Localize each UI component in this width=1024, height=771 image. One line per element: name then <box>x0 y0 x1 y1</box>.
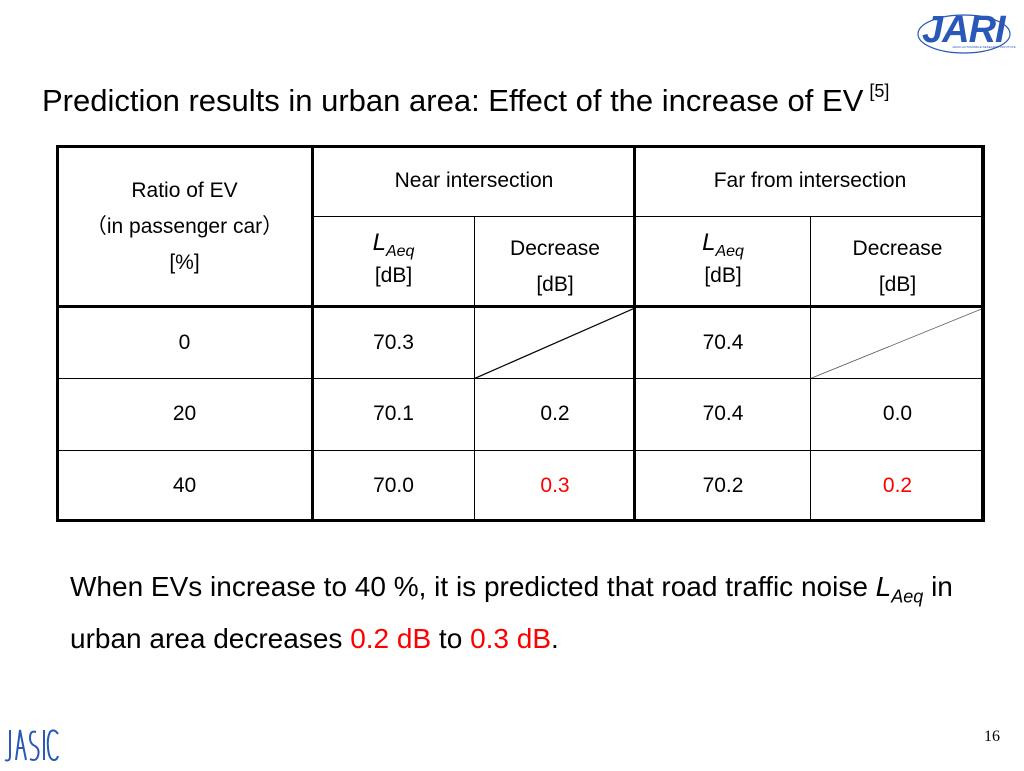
laeq-subscript: Aeq <box>385 242 415 260</box>
conclusion-laeq-subscript: Aeq <box>891 586 924 607</box>
ratio-cell: 0 <box>56 306 313 380</box>
decrease-label: Decrease <box>852 237 943 260</box>
far-laeq-cell: 70.2 <box>635 449 811 523</box>
far-decrease-cell-empty <box>810 306 985 380</box>
near-decrease-cell: 0.2 <box>474 378 636 451</box>
decrease-label: Decrease <box>510 237 600 260</box>
slide-title: Prediction results in urban area: Effect… <box>42 81 889 119</box>
conclusion-part1: When EVs increase to 40 %, it is predict… <box>70 571 868 602</box>
page-number: 16 <box>984 728 1000 745</box>
ratio-header: Ratio of EV （in passenger car） [%] <box>56 145 313 308</box>
ratio-cell: 40 <box>56 449 313 523</box>
decrease-unit: [dB] <box>536 273 574 296</box>
far-decrease-header: Decrease [dB] <box>810 216 985 308</box>
far-laeq-header: LAeq [dB] <box>635 216 811 308</box>
near-intersection-header: Near intersection <box>312 145 636 217</box>
laeq-unit: [dB] <box>704 263 742 287</box>
conclusion-text: When EVs increase to 40 %, it is predict… <box>70 566 970 660</box>
table-row: 0 70.3 70.4 <box>56 306 985 380</box>
far-decrease-cell-highlight: 0.2 <box>810 449 985 523</box>
table-row: 40 70.0 0.3 70.2 0.2 <box>56 449 985 523</box>
near-laeq-cell: 70.0 <box>312 449 475 523</box>
jari-logo-word: JARI <box>922 9 1006 51</box>
slide-title-text: Prediction results in urban area: Effect… <box>42 83 864 118</box>
near-decrease-cell-empty <box>474 306 636 380</box>
far-intersection-header: Far from intersection <box>635 145 985 217</box>
laeq-subscript: Aeq <box>715 242 744 260</box>
ratio-header-line1: Ratio of EV <box>131 178 238 202</box>
conclusion-part2: in urban area decreases <box>70 571 953 654</box>
table-row: 20 70.1 0.2 70.4 0.0 <box>56 378 985 451</box>
jari-logo-graphic <box>917 14 1011 54</box>
ratio-header-line2: （in passenger car） <box>85 214 284 238</box>
far-laeq-cell: 70.4 <box>635 378 811 451</box>
far-laeq-cell: 70.4 <box>635 306 811 380</box>
near-laeq-header: LAeq [dB] <box>312 216 475 308</box>
conclusion-value-low: 0.2 dB <box>350 622 432 654</box>
near-decrease-cell-highlight: 0.3 <box>474 449 636 523</box>
diagonal-slash <box>475 308 635 378</box>
near-laeq-cell: 70.1 <box>312 378 475 451</box>
ratio-header-line3: [%] <box>169 250 200 274</box>
jari-logo-subtext: JAPAN AUTOMOBILE RESEARCH INSTITUTE <box>952 45 1016 49</box>
conclusion-to: to <box>438 622 463 654</box>
jasic-logo <box>2 716 60 766</box>
decrease-unit: [dB] <box>878 273 917 296</box>
jasic-logo-graphic <box>4 729 59 762</box>
ratio-cell: 20 <box>56 378 313 451</box>
conclusion-value-high: 0.3 dB <box>470 622 552 654</box>
near-laeq-cell: 70.3 <box>312 306 475 380</box>
results-table: Ratio of EV （in passenger car） [%] Near … <box>56 145 985 523</box>
laeq-unit: [dB] <box>374 263 413 287</box>
laeq-symbol: L <box>372 229 386 256</box>
conclusion-laeq-symbol: L <box>875 571 892 602</box>
near-decrease-header: Decrease [dB] <box>474 216 636 308</box>
far-decrease-cell: 0.0 <box>810 378 985 451</box>
jari-logo: JARI JAPAN AUTOMOBILE RESEARCH INSTITUTE <box>916 9 1016 56</box>
diagonal-slash <box>811 308 984 378</box>
title-reference: [5] <box>869 81 890 101</box>
conclusion-period: . <box>551 622 559 654</box>
laeq-symbol: L <box>702 229 716 256</box>
